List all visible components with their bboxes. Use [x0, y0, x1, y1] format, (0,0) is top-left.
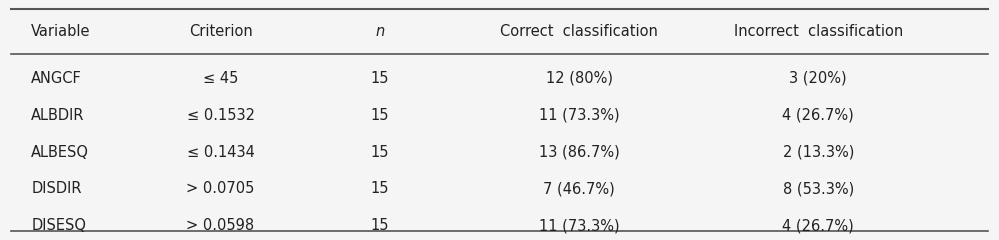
- Text: 7 (46.7%): 7 (46.7%): [543, 181, 615, 196]
- Text: 3 (20%): 3 (20%): [789, 71, 847, 86]
- Text: 15: 15: [371, 71, 390, 86]
- Text: 4 (26.7%): 4 (26.7%): [782, 218, 854, 233]
- Text: DISESQ: DISESQ: [31, 218, 86, 233]
- Text: n: n: [376, 24, 385, 39]
- Text: ≤ 0.1434: ≤ 0.1434: [187, 144, 255, 160]
- Text: 15: 15: [371, 181, 390, 196]
- Text: Incorrect  classification: Incorrect classification: [733, 24, 903, 39]
- Text: ALBDIR: ALBDIR: [31, 108, 85, 123]
- Text: > 0.0598: > 0.0598: [187, 218, 255, 233]
- Text: 15: 15: [371, 144, 390, 160]
- Text: 15: 15: [371, 108, 390, 123]
- Text: 13 (86.7%): 13 (86.7%): [538, 144, 619, 160]
- Text: 12 (80%): 12 (80%): [545, 71, 612, 86]
- Text: > 0.0705: > 0.0705: [187, 181, 255, 196]
- Text: 15: 15: [371, 218, 390, 233]
- Text: ALBESQ: ALBESQ: [31, 144, 89, 160]
- Text: ≤ 45: ≤ 45: [203, 71, 238, 86]
- Text: 11 (73.3%): 11 (73.3%): [538, 108, 619, 123]
- Text: Variable: Variable: [31, 24, 91, 39]
- Text: ≤ 0.1532: ≤ 0.1532: [187, 108, 255, 123]
- Text: Criterion: Criterion: [189, 24, 253, 39]
- Text: 8 (53.3%): 8 (53.3%): [782, 181, 854, 196]
- Text: Correct  classification: Correct classification: [500, 24, 658, 39]
- Text: ANGCF: ANGCF: [31, 71, 82, 86]
- Text: 4 (26.7%): 4 (26.7%): [782, 108, 854, 123]
- Text: 11 (73.3%): 11 (73.3%): [538, 218, 619, 233]
- Text: DISDIR: DISDIR: [31, 181, 82, 196]
- Text: 2 (13.3%): 2 (13.3%): [782, 144, 854, 160]
